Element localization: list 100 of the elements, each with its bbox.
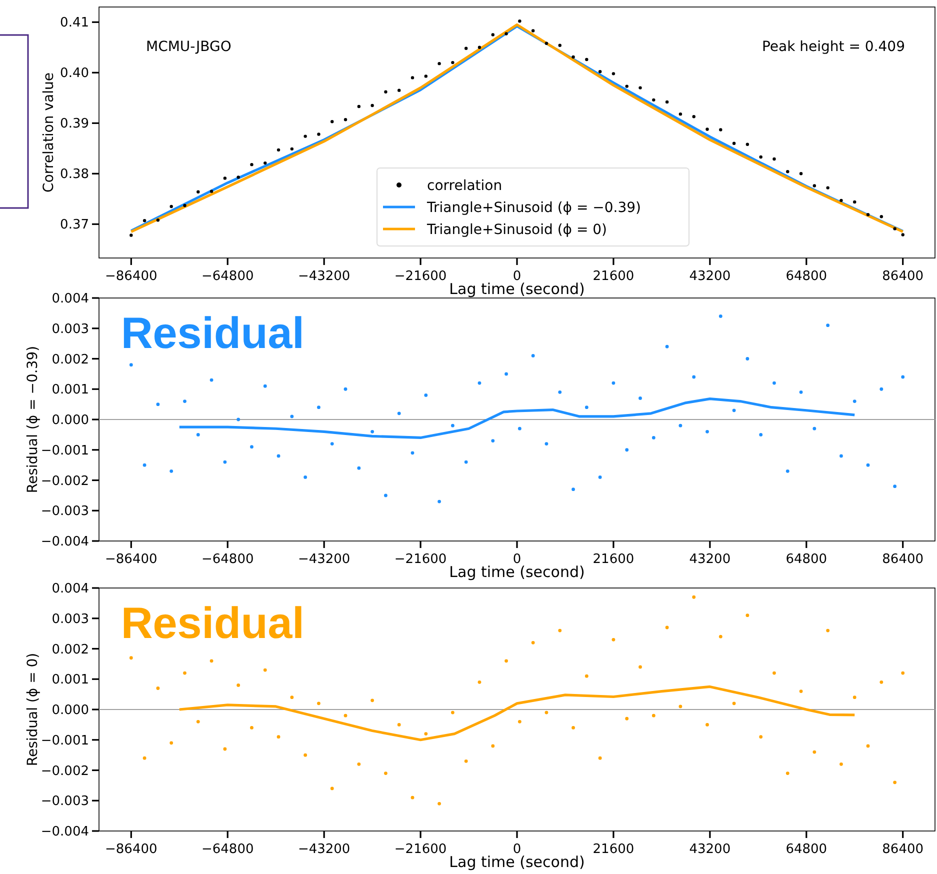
point [732,408,736,412]
point [223,460,227,464]
point [558,44,562,47]
point [893,227,896,230]
x-tick-label: 64800 [786,552,828,567]
line-series [178,398,856,440]
annotation: Peak height = 0.409 [762,39,905,55]
point [410,796,414,800]
y-tick-label: −0.003 [40,504,89,520]
point [652,436,656,440]
y-tick-label: 0.004 [52,292,89,306]
point [799,690,803,693]
point [451,60,454,64]
point [665,344,669,348]
annotation: Residual [121,599,304,648]
point [678,704,682,708]
point [344,118,348,122]
y-tick-label: 0.39 [60,116,89,132]
point [142,219,146,222]
point [236,176,240,179]
point [196,432,200,436]
x-tick-label: 21600 [592,269,634,284]
point [786,469,790,473]
point [678,424,682,428]
point [518,426,522,430]
point [558,628,562,632]
y-tick-label: 0.38 [60,167,89,182]
point [880,214,884,218]
point [142,463,146,467]
point [584,406,588,410]
point [170,741,174,745]
point [504,32,508,36]
point [558,390,562,394]
point [706,430,709,434]
point [129,656,133,660]
point [424,394,428,397]
point [812,750,816,754]
point [478,381,482,385]
point [665,626,669,630]
point [276,735,280,739]
point [893,484,897,488]
point [584,674,588,678]
legend-label: Triangle+Sinusoid (ϕ = 0) [426,222,608,238]
annotation: Residual [121,309,304,358]
point [357,762,361,766]
point [786,170,790,174]
point [478,46,482,49]
point [772,671,776,675]
point [612,381,616,385]
point [518,720,522,724]
point [612,72,616,76]
point [330,120,334,124]
y-tick-label: 0.002 [52,642,89,658]
point [156,686,160,690]
point [772,381,776,385]
legend-label: Triangle+Sinusoid (ϕ = −0.39) [426,200,642,216]
point [304,753,308,757]
point [826,324,830,328]
point [880,680,884,684]
point [852,400,856,403]
y-tick-label: 0.000 [52,413,89,428]
point [344,387,348,391]
point [718,314,722,318]
x-tick-label: −64800 [201,552,254,567]
point [746,357,750,360]
y-tick-label: 0.003 [52,322,89,337]
point [129,363,133,367]
point [612,638,616,642]
point [544,442,548,446]
point [866,463,870,467]
y-tick-label: 0.37 [60,218,89,233]
point [625,84,628,88]
point [812,426,816,430]
point [853,200,856,204]
point [384,494,388,498]
point [156,402,160,406]
x-tick-label: −64800 [201,269,254,284]
point [732,142,736,145]
point [196,190,200,194]
point [652,714,656,718]
point [330,442,334,446]
point [852,696,856,700]
point [826,628,830,632]
point [518,20,522,23]
point [464,759,468,763]
point [156,218,160,222]
x-tick-label: −86400 [105,552,158,567]
point [585,58,588,62]
point [901,233,904,236]
point [625,448,629,452]
point [746,614,750,618]
y-tick-label: 0.000 [52,703,89,718]
point [491,33,494,36]
point [531,640,535,644]
point [598,70,602,74]
point [706,128,709,131]
point [799,390,803,394]
point [290,696,294,700]
point [544,42,548,45]
point [678,112,682,116]
